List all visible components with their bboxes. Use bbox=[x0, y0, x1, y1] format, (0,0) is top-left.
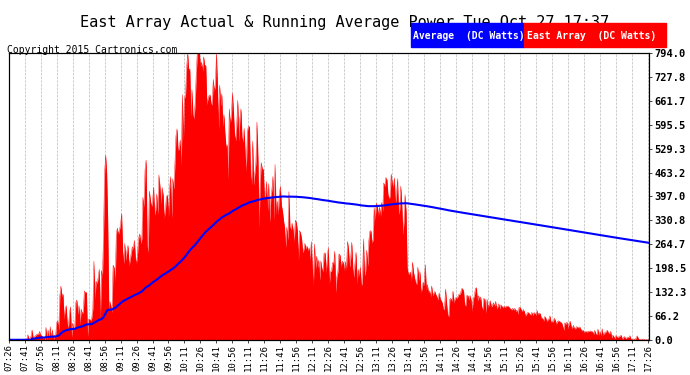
Text: Average  (DC Watts): Average (DC Watts) bbox=[413, 31, 525, 41]
Text: East Array Actual & Running Average Power Tue Oct 27 17:37: East Array Actual & Running Average Powe… bbox=[80, 15, 610, 30]
Text: Copyright 2015 Cartronics.com: Copyright 2015 Cartronics.com bbox=[7, 45, 177, 55]
Text: East Array  (DC Watts): East Array (DC Watts) bbox=[527, 31, 656, 41]
